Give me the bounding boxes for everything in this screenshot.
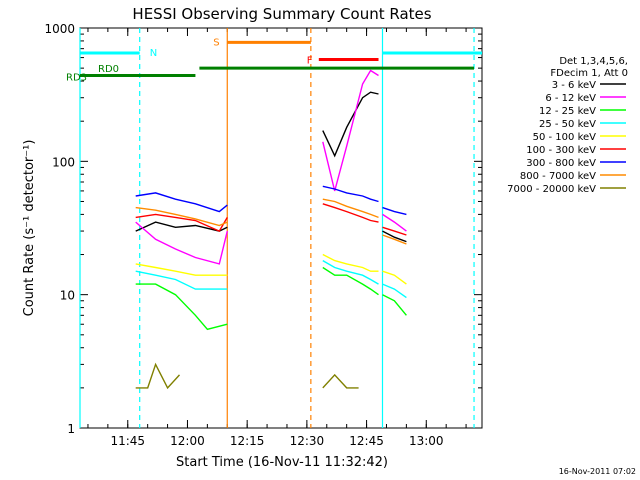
series-line (135, 263, 228, 276)
chart-title: HESSI Observing Summary Count Rates (132, 5, 431, 23)
y-axis-label: Count Rate (s⁻¹ detector⁻¹) (22, 140, 37, 317)
series-line (322, 185, 379, 203)
series-line (382, 206, 407, 216)
y-tick-label: 100 (52, 155, 75, 169)
legend-label: 6 - 12 keV (545, 93, 596, 104)
mode-label: RD3 (66, 73, 87, 84)
y-tick-label: 1 (67, 422, 75, 436)
x-axis-label: Start Time (16-Nov-11 11:32:42) (176, 455, 388, 470)
series-line (135, 213, 228, 232)
series-line (322, 203, 379, 223)
legend-label: 3 - 6 keV (552, 80, 596, 91)
x-tick-label: 12:45 (349, 434, 384, 448)
legend-label: 12 - 25 keV (539, 106, 596, 117)
series-line (135, 283, 228, 331)
series-line (382, 234, 407, 245)
y-tick-label: 10 (60, 289, 75, 303)
mode-label: F (307, 56, 313, 67)
legend-header: FDecim 1, Att 0 (550, 68, 628, 79)
series-line (322, 69, 379, 192)
y-tick-label: 1000 (44, 22, 75, 36)
series-line (135, 192, 228, 213)
series-line (382, 283, 407, 299)
series-line (382, 270, 407, 285)
series-line (382, 294, 407, 316)
legend-label: 7000 - 20000 keV (507, 184, 596, 195)
plot-area: 11:45 12:00 12:15 12:30 12:45 13:00 1 10 100 1000… (44, 22, 483, 448)
mode-label: N (150, 48, 157, 59)
footer-timestamp: 16-Nov-2011 07:02 (559, 467, 636, 476)
legend: Det 1,3,4,5,6,FDecim 1, Att 03 - 6 keV 6 … (507, 56, 628, 195)
series-line (135, 270, 228, 290)
x-tick-label: 11:45 (110, 434, 145, 448)
legend-label: 300 - 800 keV (526, 158, 596, 169)
mode-label: RD0 (98, 64, 119, 75)
series-line (135, 206, 228, 227)
legend-label: 800 - 7000 keV (520, 171, 596, 182)
series-line (382, 226, 407, 236)
x-tick-label: 12:00 (170, 434, 205, 448)
x-tick-label: 12:30 (290, 434, 325, 448)
series-line (322, 266, 379, 296)
series-line (322, 259, 379, 285)
series-line (135, 221, 228, 232)
series-line (322, 373, 359, 389)
x-tick-label: 12:15 (230, 434, 265, 448)
series-line (322, 198, 379, 219)
series-line (135, 221, 228, 265)
series-line (322, 253, 379, 272)
series-line (135, 362, 181, 390)
series-line (382, 213, 407, 232)
series-line (322, 91, 379, 158)
x-tick-label: 13:00 (409, 434, 444, 448)
series-line (382, 230, 407, 243)
legend-label: 50 - 100 keV (533, 132, 597, 143)
legend-label: 100 - 300 keV (526, 145, 596, 156)
legend-label: 25 - 50 keV (539, 119, 596, 130)
legend-header: Det 1,3,4,5,6, (559, 56, 628, 67)
mode-label: S (213, 37, 219, 48)
